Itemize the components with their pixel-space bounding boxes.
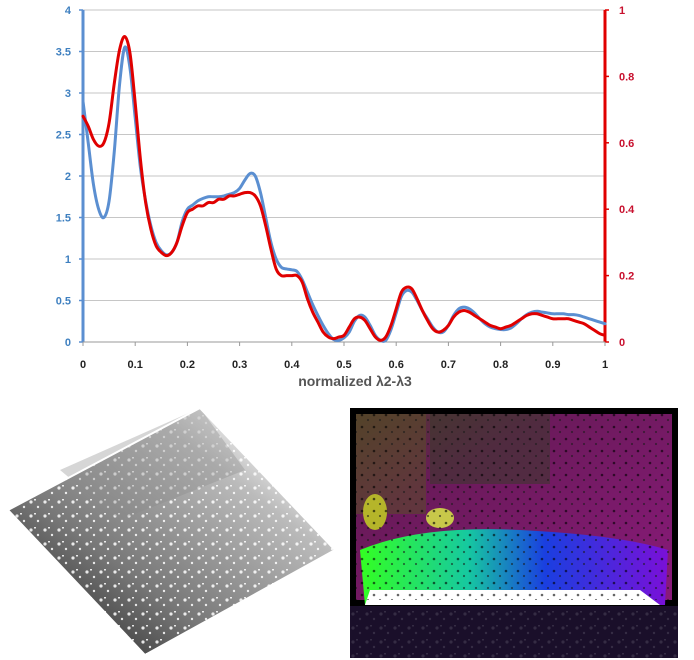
chart-series <box>81 35 607 343</box>
x-tick-label: 0.6 <box>389 359 404 371</box>
left-y-tick-label: 2.5 <box>56 130 71 142</box>
x-tick-label: 0.1 <box>128 359 143 371</box>
left-y-tick-label: 2 <box>65 171 71 183</box>
series-line-left-axis <box>81 45 607 343</box>
right-y-tick-label: 0.6 <box>619 138 634 150</box>
x-tick-label: 0 <box>80 359 86 371</box>
x-tick-label: 0.8 <box>493 359 508 371</box>
right-y-tick-label: 0 <box>619 337 625 349</box>
x-tick-label: 0.5 <box>336 359 351 371</box>
right-y-tick-label: 1 <box>619 5 625 17</box>
x-axis-label: normalized λ2-λ3 <box>298 373 412 389</box>
depth-point-cloud-image <box>6 406 337 657</box>
chart-gridlines <box>83 9 605 343</box>
series-line-right-axis <box>81 35 607 342</box>
result-images <box>6 406 678 658</box>
x-tick-label: 0.4 <box>284 359 300 371</box>
surface-normals-image <box>350 408 678 658</box>
left-y-tick-label: 1.5 <box>56 213 71 225</box>
left-y-tick-label: 0.5 <box>56 296 71 308</box>
right-y-tick-label: 0.2 <box>619 271 634 283</box>
left-y-tick-label: 4 <box>65 5 72 17</box>
left-y-tick-label: 3.5 <box>56 47 71 59</box>
x-tick-label: 0.7 <box>441 359 456 371</box>
x-tick-label: 0.2 <box>180 359 195 371</box>
right-y-tick-label: 0.8 <box>619 71 634 83</box>
left-y-tick-label: 0 <box>65 337 71 349</box>
left-y-tick-label: 1 <box>65 254 71 266</box>
x-tick-label: 0.3 <box>232 359 247 371</box>
x-tick-label: 0.9 <box>545 359 560 371</box>
right-y-tick-label: 0.4 <box>619 204 635 216</box>
x-tick-label: 1 <box>602 359 608 371</box>
left-y-tick-label: 3 <box>65 88 71 100</box>
